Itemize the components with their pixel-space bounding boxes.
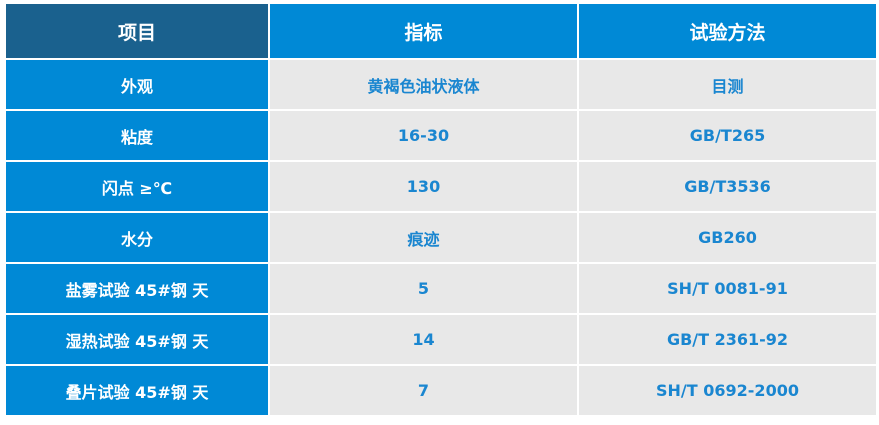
header-method: 试验方法	[577, 2, 878, 60]
header-item: 项目	[4, 2, 270, 60]
cell-item: 闪点 ≥℃	[4, 160, 270, 213]
cell-spec: 7	[268, 364, 579, 417]
cell-spec: 16-30	[268, 109, 579, 162]
cell-item: 盐雾试验 45#钢 天	[4, 262, 270, 315]
cell-item: 叠片试验 45#钢 天	[4, 364, 270, 417]
cell-item: 外观	[4, 58, 270, 111]
cell-spec: 130	[268, 160, 579, 213]
cell-spec: 痕迹	[268, 211, 579, 264]
cell-item: 粘度	[4, 109, 270, 162]
cell-method: SH/T 0081-91	[577, 262, 878, 315]
cell-method: GB260	[577, 211, 878, 264]
table-row: 湿热试验 45#钢 天 14 GB/T 2361-92	[4, 313, 878, 366]
table-row: 粘度 16-30 GB/T265	[4, 109, 878, 162]
cell-method: GB/T265	[577, 109, 878, 162]
cell-item: 水分	[4, 211, 270, 264]
table-row: 叠片试验 45#钢 天 7 SH/T 0692-2000	[4, 364, 878, 417]
cell-method: GB/T3536	[577, 160, 878, 213]
table-row: 盐雾试验 45#钢 天 5 SH/T 0081-91	[4, 262, 878, 315]
header-row: 项目 指标 试验方法	[4, 2, 878, 60]
cell-spec: 5	[268, 262, 579, 315]
cell-spec: 14	[268, 313, 579, 366]
cell-method: 目测	[577, 58, 878, 111]
table-row: 水分 痕迹 GB260	[4, 211, 878, 264]
table-row: 闪点 ≥℃ 130 GB/T3536	[4, 160, 878, 213]
header-spec: 指标	[268, 2, 579, 60]
table-row: 外观 黄褐色油状液体 目测	[4, 58, 878, 111]
cell-method: SH/T 0692-2000	[577, 364, 878, 417]
cell-spec: 黄褐色油状液体	[268, 58, 579, 111]
cell-item: 湿热试验 45#钢 天	[4, 313, 270, 366]
cell-method: GB/T 2361-92	[577, 313, 878, 366]
spec-table: 项目 指标 试验方法 外观 黄褐色油状液体 目测 粘度 16-30 GB/T265 闪点 ≥…	[4, 2, 878, 417]
